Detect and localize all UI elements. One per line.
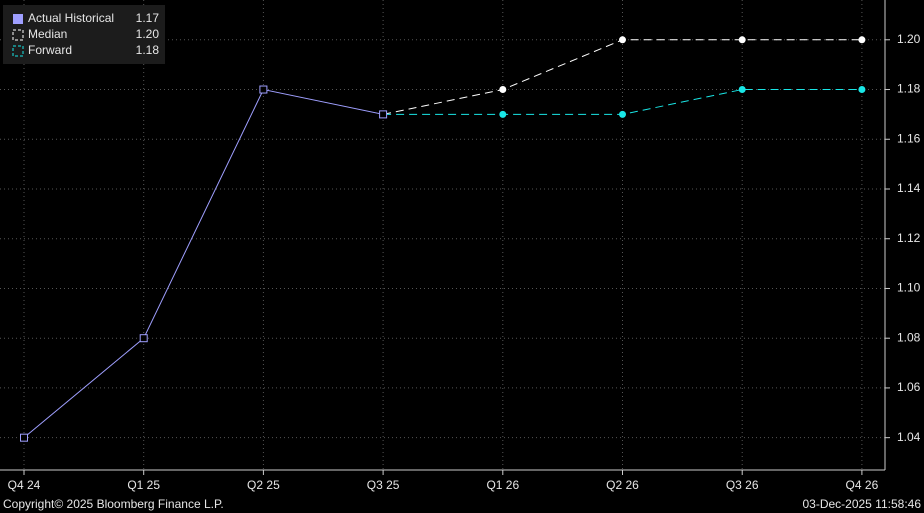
legend-swatch bbox=[12, 29, 24, 41]
y-tick-label: 1.18 bbox=[897, 82, 921, 96]
x-tick-label: Q1 26 bbox=[486, 478, 519, 492]
legend-label: Median bbox=[28, 27, 67, 41]
timestamp: 03-Dec-2025 11:58:46 bbox=[802, 497, 921, 511]
legend-value: 1.17 bbox=[136, 11, 160, 25]
marker bbox=[499, 110, 507, 118]
legend-swatch bbox=[12, 45, 24, 57]
marker bbox=[858, 36, 866, 44]
y-tick-label: 1.10 bbox=[897, 281, 921, 295]
legend-swatch bbox=[13, 14, 23, 24]
y-tick-label: 1.06 bbox=[897, 380, 921, 394]
legend-label: Actual Historical bbox=[28, 11, 114, 25]
x-tick-label: Q4 24 bbox=[8, 478, 41, 492]
x-tick-label: Q2 25 bbox=[247, 478, 280, 492]
copyright: Copyright© 2025 Bloomberg Finance L.P. bbox=[3, 497, 224, 511]
x-tick-label: Q3 26 bbox=[726, 478, 759, 492]
y-tick-label: 1.14 bbox=[897, 181, 921, 195]
marker bbox=[858, 86, 866, 94]
y-tick-label: 1.08 bbox=[897, 330, 921, 344]
marker bbox=[738, 86, 746, 94]
legend-value: 1.18 bbox=[136, 43, 160, 57]
marker bbox=[499, 86, 507, 94]
marker bbox=[619, 36, 626, 44]
y-tick-label: 1.16 bbox=[897, 131, 921, 145]
series-line bbox=[23, 88, 384, 439]
marker bbox=[259, 85, 268, 94]
marker bbox=[738, 36, 746, 44]
marker bbox=[20, 433, 28, 442]
x-tick-label: Q3 25 bbox=[367, 478, 400, 492]
legend-label: Forward bbox=[28, 43, 72, 57]
y-tick-label: 1.12 bbox=[897, 231, 921, 245]
x-tick-label: Q1 25 bbox=[127, 478, 160, 492]
x-tick-label: Q2 26 bbox=[606, 478, 639, 492]
legend-box bbox=[3, 5, 165, 64]
marker bbox=[139, 334, 148, 343]
y-tick-label: 1.20 bbox=[897, 32, 921, 46]
legend-value: 1.20 bbox=[136, 27, 160, 41]
x-tick-label: Q4 26 bbox=[846, 478, 879, 492]
marker bbox=[619, 110, 626, 118]
marker bbox=[379, 110, 388, 119]
y-tick-label: 1.04 bbox=[897, 430, 921, 444]
